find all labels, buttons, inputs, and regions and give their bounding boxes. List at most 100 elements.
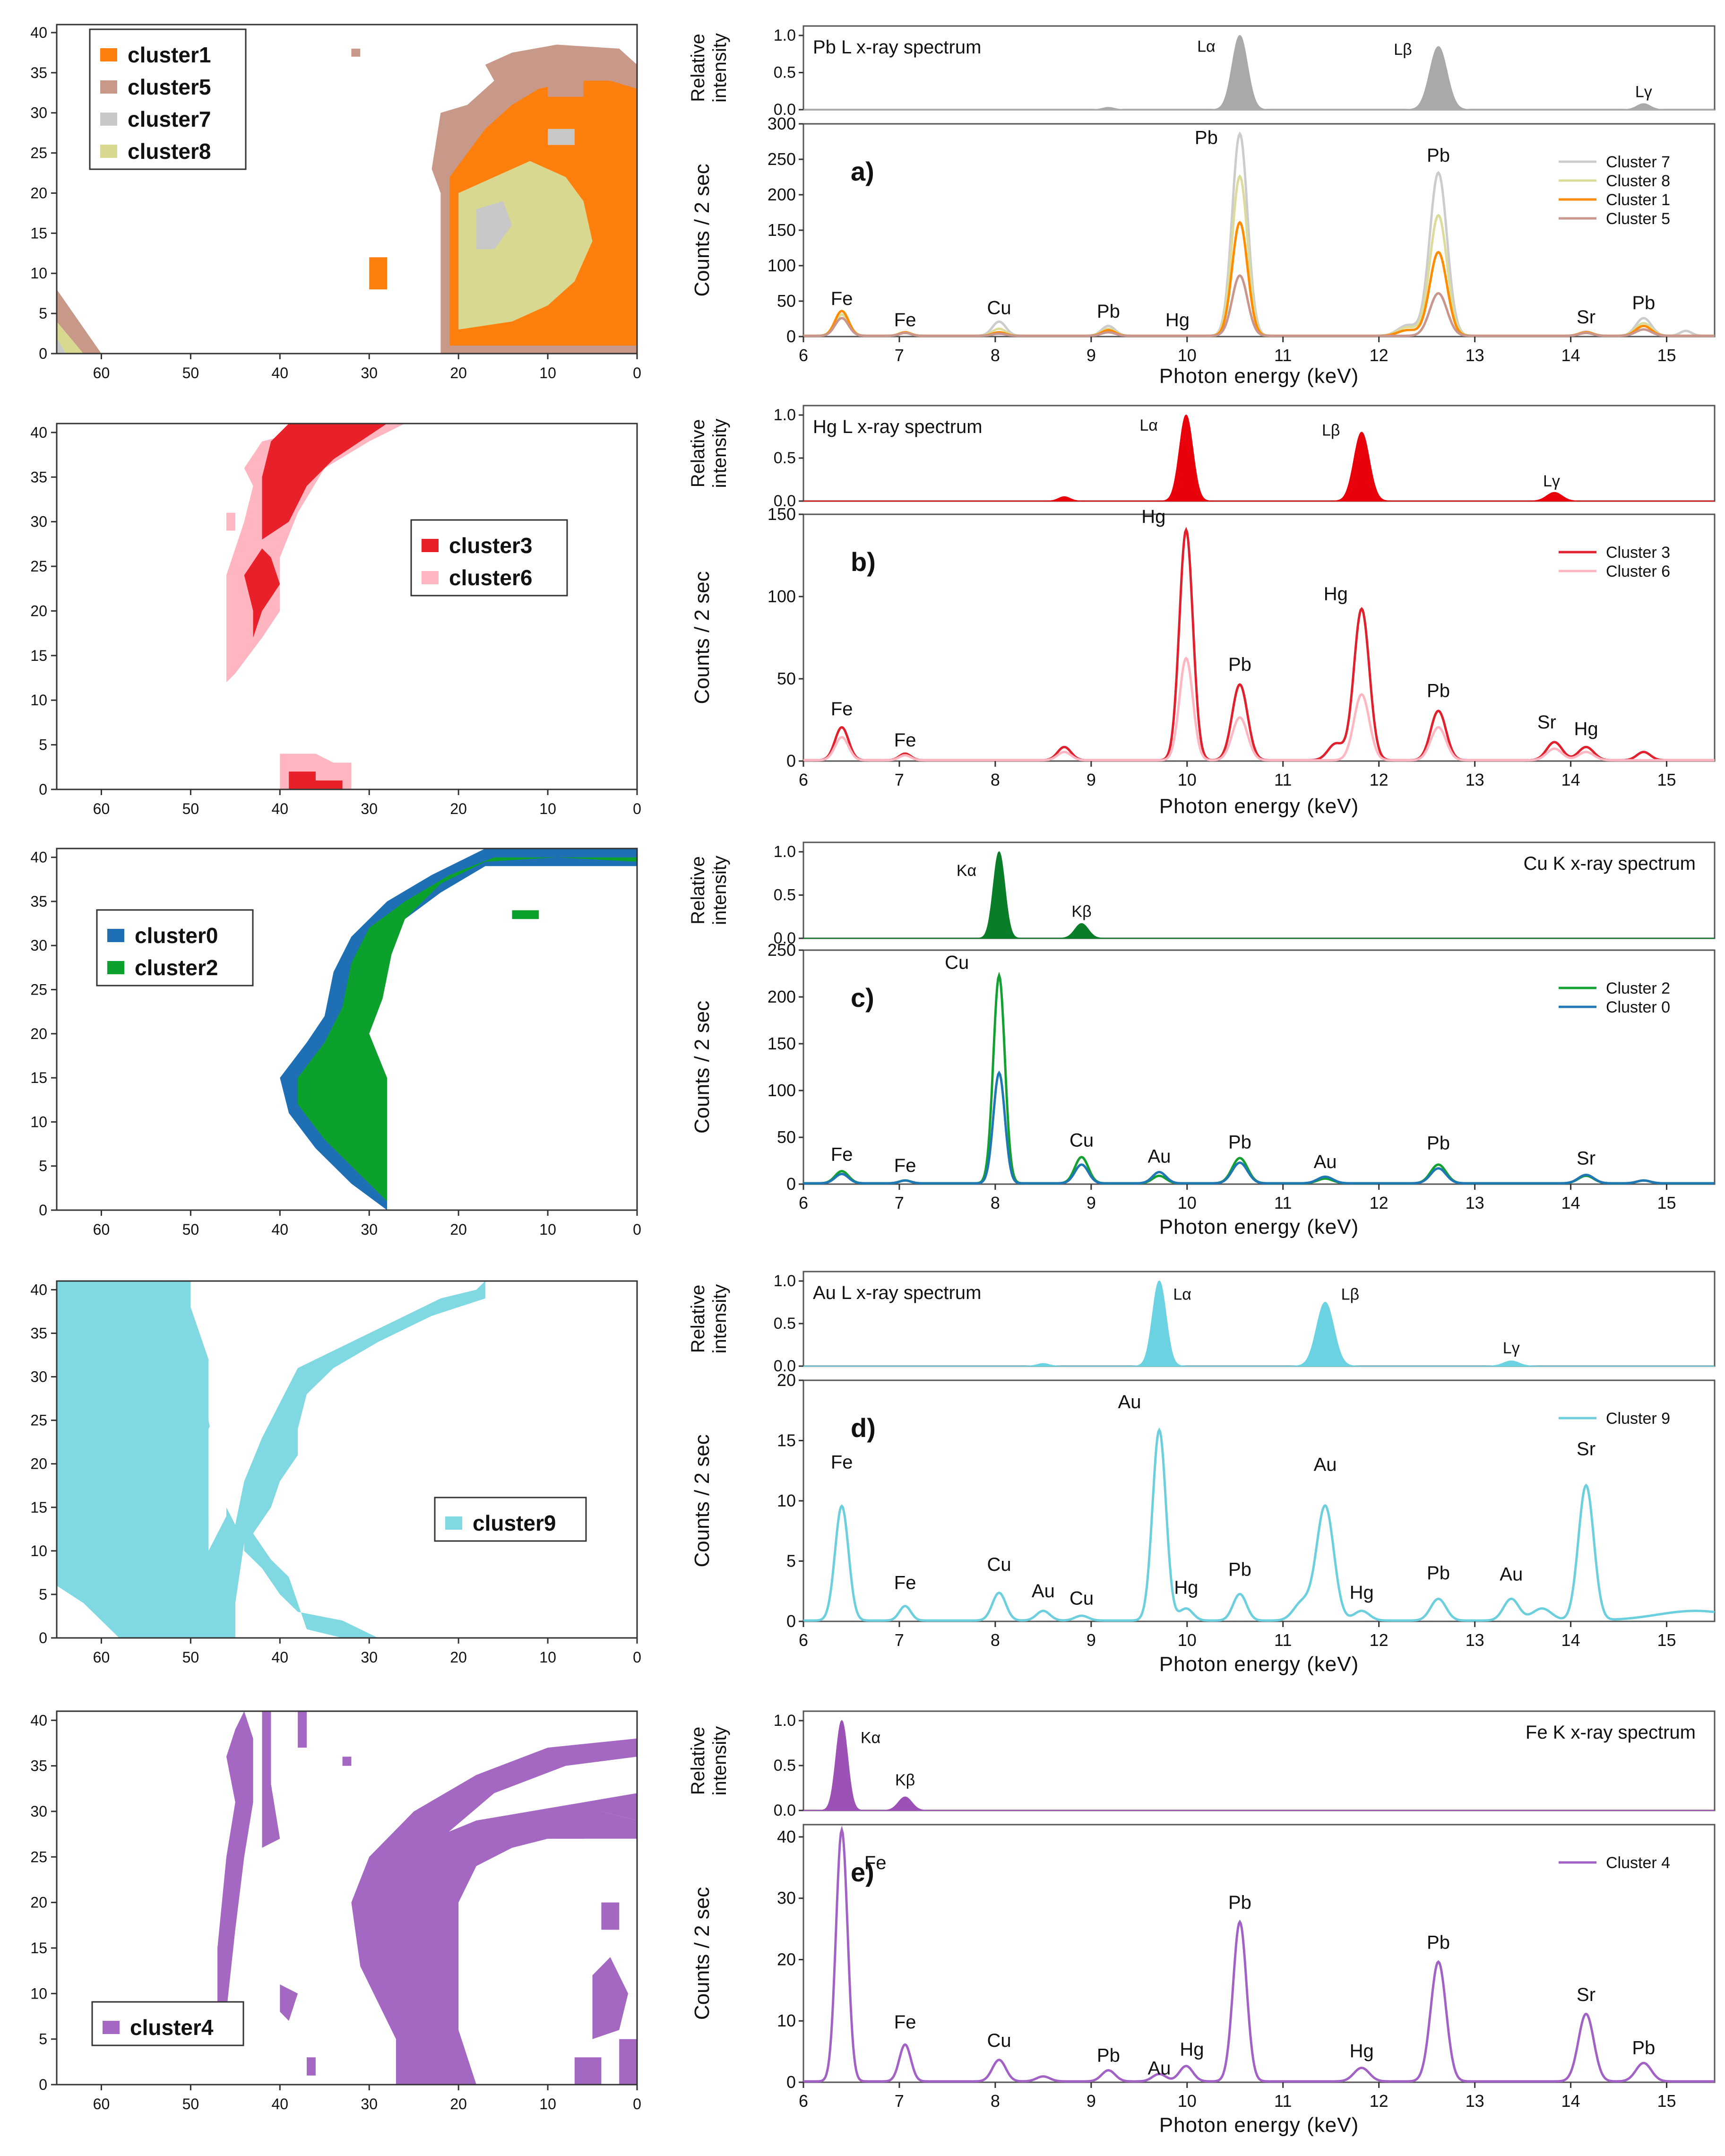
region-cluster4 — [619, 2039, 637, 2085]
map-frame — [56, 1280, 638, 1639]
peak-label: Fe — [831, 288, 853, 309]
map-y-tick-label: 35 — [30, 893, 47, 910]
peak-label: Cu — [1070, 1588, 1094, 1609]
cluster-map-a: 60 50 40 30 20 10 00510152025303540cluster1clu… — [30, 24, 641, 381]
map-x-tick-label: 60 — [93, 2095, 110, 2113]
x-tick-label: 13 — [1466, 346, 1484, 365]
map-x-tick-label: 0 — [633, 1221, 641, 1238]
y-tick-label: 200 — [768, 185, 796, 204]
y-tick-label: 200 — [768, 987, 796, 1006]
legend-swatch-cluster8 — [100, 145, 117, 158]
x-tick-label: 6 — [799, 2091, 808, 2111]
map-x-tick-label: 30 — [361, 364, 378, 381]
x-tick-label: 7 — [895, 1193, 904, 1212]
peak-label: Fe — [894, 1572, 916, 1593]
legend-series-name: Cluster 5 — [1606, 210, 1670, 228]
map-y-tick-label: 5 — [39, 736, 47, 753]
region-cluster8 — [57, 321, 84, 354]
map-regions — [280, 849, 637, 1210]
x-tick-label: 6 — [799, 346, 808, 365]
map-legend: cluster3 cluster6 — [410, 519, 568, 597]
peak-label: Cu — [1070, 1130, 1094, 1151]
counts-spectrum: 0 50 100 150 200 250 300 6 7 8 9 10 11 12 13 14 15 Photon… — [690, 114, 1716, 388]
map-frame — [56, 24, 638, 355]
peak-label: Sr — [1537, 712, 1556, 733]
x-tick-label: 14 — [1561, 2091, 1580, 2111]
map-y-tick-label: 30 — [30, 104, 47, 121]
map-y-tick-label: 35 — [30, 64, 47, 81]
ref-y-tick-label: 1.0 — [774, 843, 796, 861]
y-axis-label: Counts / 2 sec — [690, 1887, 714, 2020]
map-y-tick-label: 25 — [30, 145, 47, 162]
x-tick-label: 11 — [1274, 2091, 1292, 2111]
x-axis-label: Photon energy (keV) — [1159, 795, 1359, 818]
map-y-tick-label: 5 — [39, 2031, 47, 2048]
peak-label: Cu — [945, 952, 969, 973]
y-axis-label: Counts / 2 sec — [690, 164, 714, 296]
region-cluster4 — [601, 1902, 620, 1930]
relative-intensity-line1: Relative — [688, 419, 708, 488]
map-y-tick-label: 0 — [39, 781, 47, 798]
region-gap — [57, 1585, 120, 1638]
legend-series-name: Cluster 6 — [1606, 563, 1670, 580]
relative-intensity-line2: intensity — [709, 33, 730, 103]
region-cluster3 — [289, 771, 343, 789]
y-tick-label: 20 — [777, 1949, 796, 1969]
peak-label: Cu — [987, 1554, 1011, 1575]
map-y-tick-label: 5 — [39, 1158, 47, 1175]
region-cluster4 — [262, 1711, 280, 1848]
reference-line-label: Lα — [1173, 1286, 1191, 1304]
cluster-map-b: 60 50 40 30 20 10 00510152025303540cluster3clu… — [30, 423, 641, 817]
map-x-tick-label: 30 — [361, 2095, 378, 2113]
y-tick-label: 100 — [768, 587, 796, 606]
counts-spectrum: 0 5 10 15 20 6 7 8 9 10 11 12 13 14 15 Photon energy (k… — [690, 1370, 1716, 1676]
spectrum-panel-a: 0.0 0.5 1.0 Pb L x-ray spectrum Lα Lβ Lγ Relati… — [688, 25, 1716, 388]
legend-swatch-cluster2 — [107, 961, 124, 974]
region-cluster8 — [458, 161, 593, 330]
relative-intensity-line2: intensity — [709, 1726, 730, 1796]
peak-label: Hg — [1324, 583, 1348, 604]
peak-label: Fe — [894, 1155, 916, 1176]
panel-label: a) — [851, 156, 874, 186]
y-tick-label: 0 — [786, 751, 796, 771]
map-x-tick-label: 20 — [450, 364, 467, 381]
reference-spectrum: 0.0 0.5 1.0 Au L x-ray spectrum Lα Lβ Lγ Relati… — [688, 1271, 1716, 1375]
map-x-tick-label: 20 — [450, 1649, 467, 1666]
map-y-tick-label: 25 — [30, 981, 47, 998]
map-regions — [226, 424, 405, 789]
region-cluster2 — [512, 910, 539, 919]
reference-line-label: Kα — [957, 862, 976, 880]
region-cluster9 — [57, 1281, 244, 1638]
x-tick-label: 12 — [1370, 770, 1389, 789]
legend-swatch-cluster4 — [103, 2021, 120, 2034]
x-tick-label: 9 — [1087, 1193, 1096, 1212]
reference-spectrum: 0.0 0.5 1.0 Pb L x-ray spectrum Lα Lβ Lγ Relati… — [688, 25, 1716, 119]
ref-y-tick-label: 0.0 — [774, 101, 796, 119]
region-cluster7 — [57, 338, 66, 354]
legend-swatch-cluster7 — [100, 113, 117, 126]
peak-label: Hg — [1350, 1582, 1374, 1603]
y-tick-label: 100 — [768, 1081, 796, 1100]
peak-label: Pb — [1228, 1559, 1251, 1580]
map-y-tick-label: 0 — [39, 2076, 47, 2093]
x-tick-label: 14 — [1561, 1630, 1580, 1650]
peak-label: Sr — [1577, 1984, 1596, 2005]
peak-label: Pb — [1228, 654, 1251, 675]
x-tick-label: 11 — [1274, 1193, 1292, 1212]
map-y-tick-label: 5 — [39, 1586, 47, 1603]
x-tick-label: 7 — [895, 1630, 904, 1650]
region-cluster7 — [548, 129, 575, 145]
y-tick-label: 150 — [768, 1034, 796, 1053]
map-y-tick-label: 0 — [39, 1202, 47, 1219]
ref-y-tick-label: 0.5 — [774, 1757, 796, 1775]
region-cluster4 — [548, 1811, 637, 1839]
region-cluster3 — [244, 548, 280, 638]
spectrum-panel-b: 0.0 0.5 1.0 Hg L x-ray spectrum Lα Lβ Lγ Relati… — [688, 405, 1716, 818]
panel-label: b) — [851, 547, 876, 577]
map-y-tick-label: 40 — [30, 1281, 47, 1298]
region-cluster1 — [369, 257, 387, 290]
x-tick-label: 13 — [1466, 770, 1484, 789]
reference-line-label: Lβ — [1394, 41, 1412, 59]
peak-label: Sr — [1577, 1438, 1596, 1459]
